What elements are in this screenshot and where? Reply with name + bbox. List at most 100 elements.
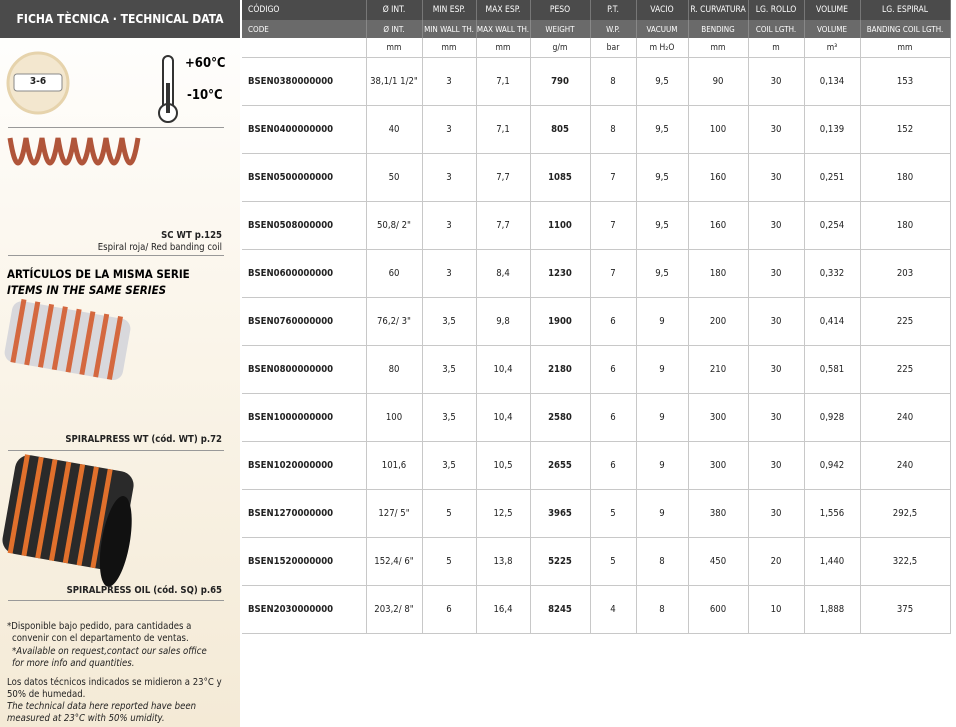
table-cell: 9	[636, 489, 689, 538]
table-cell: 9	[636, 441, 689, 490]
table-cell: 30	[748, 153, 805, 202]
data-row: BSEN0800000000 80 3,5 10,4 2180 6 9 210 30 0,581 2…	[242, 345, 951, 394]
units-cell: m	[748, 38, 805, 58]
sidebar-graphics	[2, 51, 178, 587]
table-cell: 3	[422, 201, 477, 250]
units-cell: m³	[804, 38, 861, 58]
table-cell: 30	[748, 201, 805, 250]
table-cell: 0,254	[804, 201, 861, 250]
table-cell: 3	[422, 105, 477, 154]
table-cell: 80	[366, 345, 423, 394]
units-cell: mm	[688, 38, 749, 58]
table-cell: 160	[688, 153, 749, 202]
table-cell: BSEN1520000000	[242, 537, 367, 586]
header-cell: MIN ESP.	[422, 0, 477, 20]
table-cell: BSEN1000000000	[242, 393, 367, 442]
table-cell: 6	[590, 297, 637, 346]
table-cell: 180	[688, 249, 749, 298]
table-cell: 7	[590, 201, 637, 250]
note: 50% de humedad.	[7, 689, 86, 700]
table-cell: BSEN0400000000	[242, 105, 367, 154]
table-cell: BSEN0800000000	[242, 345, 367, 394]
sidebar: FICHA TÈCNICA · TECHNICAL DATA 3-6 +60°C…	[0, 0, 240, 727]
units-cell: bar	[590, 38, 637, 58]
table-cell: 13,8	[476, 537, 531, 586]
table-cell: 127/ 5"	[366, 489, 423, 538]
header-cell: VACIO	[636, 0, 689, 20]
table-cell: 8245	[530, 585, 591, 634]
table-cell: 10	[748, 585, 805, 634]
units-cell: g/m	[530, 38, 591, 58]
table-cell: 10,5	[476, 441, 531, 490]
note: The technical data here reported have be…	[7, 701, 197, 712]
table-cell: 292,5	[860, 489, 951, 538]
table-cell: 2655	[530, 441, 591, 490]
header-cell: W.P.	[590, 20, 637, 38]
table-cell: 5225	[530, 537, 591, 586]
table-cell: 600	[688, 585, 749, 634]
units-row: mm mm mm g/m bar m H₂O mm m m³ mm	[242, 38, 951, 58]
table-cell: 180	[860, 153, 951, 202]
table-cell: 30	[748, 57, 805, 106]
table-cell: 1,556	[804, 489, 861, 538]
table-cell: 0,581	[804, 345, 861, 394]
table-cell: 180	[860, 201, 951, 250]
header-cell: MAX WALL TH.	[476, 20, 531, 38]
table-cell: 152	[860, 105, 951, 154]
table-cell: 6	[590, 441, 637, 490]
table-cell: 16,4	[476, 585, 531, 634]
data-row: BSEN1270000000 127/ 5" 5 12,5 3965 5 9 380 30 1,5…	[242, 489, 951, 538]
table-cell: 9,5	[636, 105, 689, 154]
table-cell: 10,4	[476, 345, 531, 394]
data-row: BSEN2030000000 203,2/ 8" 6 16,4 8245 4 8 600 10 1…	[242, 585, 951, 634]
temp-min: -10°C	[187, 88, 223, 103]
header-cell: P.T.	[590, 0, 637, 20]
units-cell: mm	[860, 38, 951, 58]
table-cell: BSEN1020000000	[242, 441, 367, 490]
table-cell: 3965	[530, 489, 591, 538]
note: for more info and quantities.	[12, 658, 135, 669]
data-row: BSEN1520000000 152,4/ 6" 5 13,8 5225 5 8 450 20 1…	[242, 537, 951, 586]
table-cell: 30	[748, 393, 805, 442]
table-cell: 100	[688, 105, 749, 154]
table-cell: 7,7	[476, 201, 531, 250]
table-cell: 225	[860, 297, 951, 346]
table-cell: 3,5	[422, 345, 477, 394]
table-cell: 1230	[530, 249, 591, 298]
table-cell: 50	[366, 153, 423, 202]
table-cell: 20	[748, 537, 805, 586]
table-cell: 153	[860, 57, 951, 106]
item-label: SPIRALPRESS WT (cód. WT) p.72	[65, 434, 222, 445]
table-cell: 7,1	[476, 105, 531, 154]
table-cell: 101,6	[366, 441, 423, 490]
table-cell: 100	[366, 393, 423, 442]
table-cell: 0,414	[804, 297, 861, 346]
header-cell: WEIGHT	[530, 20, 591, 38]
header-cell: Ø INT.	[366, 0, 423, 20]
table-cell: 300	[688, 441, 749, 490]
note: *Disponible bajo pedido, para cantidades…	[7, 621, 192, 632]
table-cell: 38,1/1 1/2"	[366, 57, 423, 106]
table-cell: 40	[366, 105, 423, 154]
table-cell: 9,5	[636, 249, 689, 298]
units-cell	[242, 38, 367, 58]
table-cell: 240	[860, 393, 951, 442]
header-row: CÓDIGO Ø INT. MIN ESP. MAX ESP. PESO P.T. VACI…	[242, 0, 951, 20]
data-table: CÓDIGO Ø INT. MIN ESP. MAX ESP. PESO P.T. VACI…	[242, 0, 951, 634]
table-cell: 8	[590, 57, 637, 106]
header-cell: VACUUM	[636, 20, 689, 38]
table-cell: 1,440	[804, 537, 861, 586]
table-cell: 5	[422, 489, 477, 538]
divider	[8, 450, 224, 451]
data-row: BSEN0380000000 38,1/1 1/2" 3 7,1 790 8 9,5 90 30…	[242, 57, 951, 106]
badge: 3-6	[29, 76, 47, 87]
table-cell: 240	[860, 441, 951, 490]
table-cell: 30	[748, 489, 805, 538]
data-row: BSEN0508000000 50,8/ 2" 3 7,7 1100 7 9,5 160 30 0…	[242, 201, 951, 250]
table-cell: 7,1	[476, 57, 531, 106]
table-cell: 60	[366, 249, 423, 298]
table-cell: 76,2/ 3"	[366, 297, 423, 346]
table-cell: 5	[590, 489, 637, 538]
table-cell: 1100	[530, 201, 591, 250]
header-cell: MAX ESP.	[476, 0, 531, 20]
